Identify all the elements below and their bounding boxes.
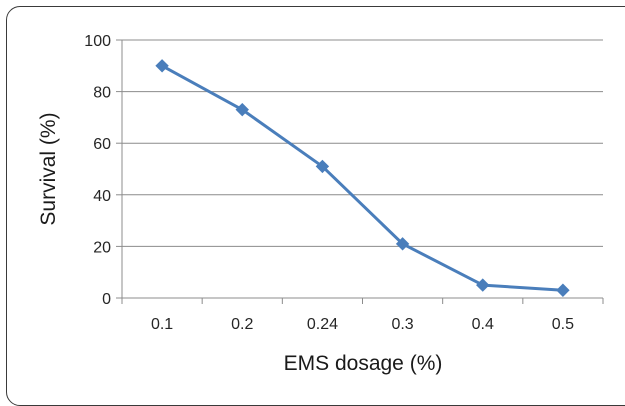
x-tick-label-4: 0.4 (472, 316, 494, 333)
y-axis-title: Survival (%) (37, 112, 60, 225)
y-tick-label-60: 60 (93, 136, 111, 153)
x-tick-label-2: 0.24 (307, 316, 338, 333)
axes (116, 39, 604, 304)
x-tick-label-1: 0.2 (231, 316, 253, 333)
y-tick-labels: 0 20 40 60 80 100 (84, 33, 111, 308)
series-line-0 (160, 64, 565, 292)
gridlines (122, 39, 603, 247)
y-tick-label-100: 100 (84, 33, 111, 50)
x-tick-label-5: 0.5 (552, 316, 574, 333)
data-point-0.4 (476, 278, 490, 292)
data-point-0.3 (395, 237, 410, 251)
series-survival (155, 59, 570, 297)
y-tick-label-0: 0 (102, 291, 111, 308)
data-point-0.24 (315, 159, 330, 174)
data-point-0.5 (556, 283, 570, 297)
y-tick-label-80: 80 (93, 85, 111, 102)
x-tick-labels: 0.1 0.2 0.24 0.3 0.4 0.5 (151, 316, 574, 333)
x-axis-title: EMS dosage (%) (284, 352, 443, 375)
chart-frame (6, 6, 625, 406)
data-point-0.1 (155, 59, 169, 73)
y-tick-label-20: 20 (93, 239, 111, 256)
y-tick-label-40: 40 (93, 188, 111, 205)
line-chart: 0 20 40 60 80 100 0.1 0.2 0.24 0.3 0.4 0.5 EMS dos… (37, 33, 604, 375)
x-tick-label-0: 0.1 (151, 316, 173, 333)
x-tick-label-3: 0.3 (391, 316, 413, 333)
data-point-0.2 (235, 102, 249, 117)
